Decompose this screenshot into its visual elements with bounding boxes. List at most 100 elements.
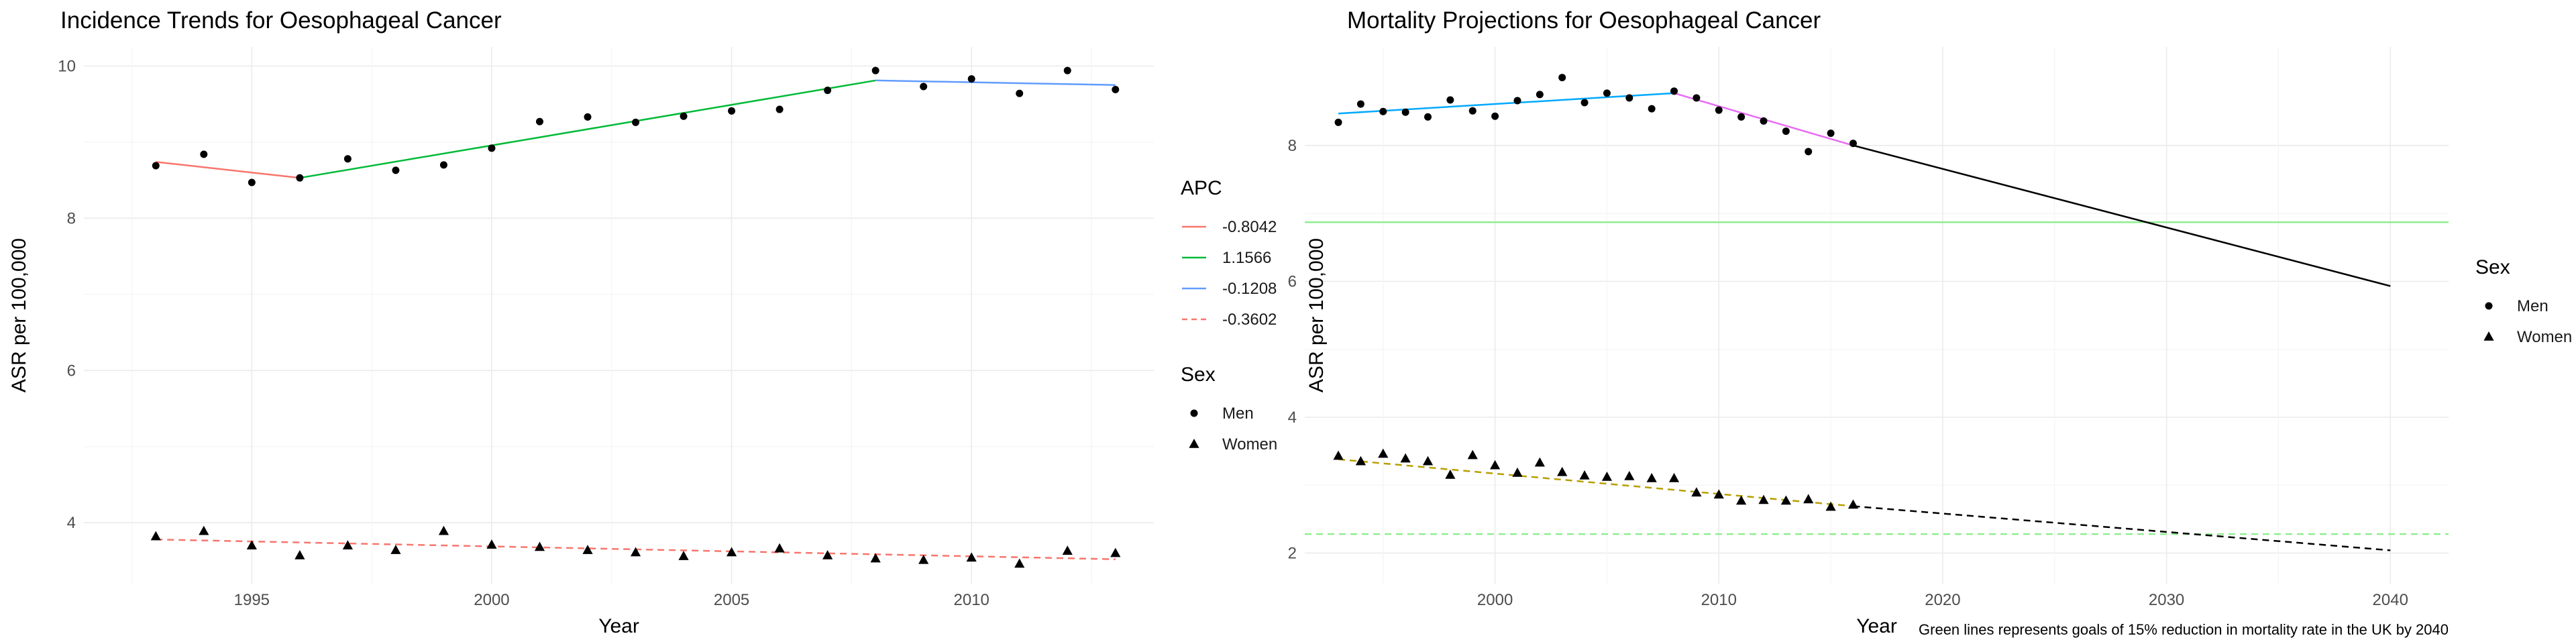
data-point-men — [1424, 113, 1432, 121]
legend-apc: APC -0.8042 1.1566 -0.1208 -0.3602 — [1181, 177, 1277, 329]
data-point-women — [870, 553, 881, 563]
x-tick-label: 2040 — [2373, 591, 2408, 609]
chart-title: Mortality Projections for Oesophageal Ca… — [1347, 7, 1821, 34]
legend-label: -0.1208 — [1222, 280, 1277, 298]
series-women — [1333, 448, 1859, 511]
data-point-men — [1334, 118, 1342, 126]
data-point-men — [967, 75, 975, 83]
data-point-men — [1063, 66, 1071, 74]
data-point-men — [1827, 129, 1835, 138]
x-tick-label: 2000 — [474, 591, 509, 609]
data-point-women — [678, 551, 689, 560]
legend-title: Sex — [1181, 364, 1216, 386]
mortality-chart: 2 4 6 8 2000 2010 2020 2030 2040 Mortality Projec… — [1288, 7, 2573, 638]
trend-line — [156, 161, 300, 179]
data-point-men — [248, 178, 256, 186]
x-tick-label: 2010 — [1701, 591, 1737, 609]
data-point-women — [534, 541, 545, 551]
trend-line — [1853, 505, 2391, 551]
data-point-men — [1379, 107, 1387, 115]
y-tick-label: 4 — [1288, 409, 1297, 427]
data-point-women — [966, 552, 977, 562]
data-point-women — [1534, 457, 1545, 467]
data-point-men — [632, 118, 640, 126]
data-point-men — [1536, 91, 1544, 99]
data-point-women — [1668, 473, 1680, 482]
series-men — [1334, 74, 1857, 156]
data-point-women — [1014, 558, 1025, 568]
data-point-women — [199, 525, 209, 535]
data-point-women — [1512, 467, 1523, 477]
legend-title: Sex — [2475, 256, 2510, 278]
data-point-men — [296, 174, 304, 182]
data-point-men — [439, 161, 447, 169]
data-point-men — [1446, 96, 1454, 104]
legend-label: Women — [2517, 328, 2572, 346]
data-point-women — [1490, 460, 1501, 470]
x-axis-title: Year — [1856, 615, 1897, 637]
series-men — [152, 66, 1120, 186]
data-point-women — [1355, 455, 1366, 466]
y-tick-label: 6 — [67, 362, 76, 380]
data-point-women — [1803, 494, 1814, 504]
data-point-men — [871, 66, 879, 74]
y-tick-label: 8 — [67, 209, 76, 227]
data-point-men — [1737, 113, 1746, 121]
data-point-men — [1782, 127, 1790, 136]
legend-label: 1.1566 — [1222, 249, 1271, 267]
chart-title: Incidence Trends for Oesophageal Cancer — [60, 7, 502, 34]
data-point-women — [1758, 494, 1769, 504]
data-point-men — [1016, 89, 1024, 97]
data-point-men — [1760, 117, 1768, 125]
trend-line — [299, 79, 876, 179]
data-point-men — [200, 150, 208, 158]
data-point-men — [1603, 89, 1611, 97]
data-point-men — [1558, 74, 1566, 82]
data-point-women — [1780, 495, 1791, 505]
data-point-women — [1713, 489, 1724, 499]
legend-label: Men — [1222, 405, 1254, 423]
data-point-women — [1624, 471, 1635, 480]
y-tick-label: 4 — [67, 514, 76, 532]
legend-key-circle — [2485, 302, 2493, 310]
data-point-women — [1847, 499, 1859, 509]
data-point-men — [152, 162, 160, 170]
data-point-men — [488, 144, 496, 152]
legend-label: Men — [2517, 297, 2548, 315]
data-point-men — [1805, 148, 1813, 156]
grid — [1305, 47, 2449, 584]
data-point-men — [1401, 108, 1409, 116]
trend-line — [1338, 458, 1854, 507]
data-point-women — [438, 525, 449, 535]
data-point-women — [1557, 466, 1568, 476]
data-point-women — [1378, 448, 1389, 458]
data-point-men — [1625, 94, 1633, 102]
x-tick-label: 2010 — [954, 591, 989, 609]
data-point-men — [1356, 100, 1364, 108]
data-point-women — [486, 539, 497, 549]
series-women — [150, 525, 1121, 568]
x-tick-label: 2005 — [714, 591, 749, 609]
data-point-men — [1491, 112, 1499, 120]
data-point-women — [774, 543, 785, 553]
x-tick-label: 2000 — [1477, 591, 1513, 609]
y-tick-label: 8 — [1288, 137, 1297, 155]
data-point-men — [920, 83, 928, 91]
trend-line — [875, 79, 1116, 86]
y-axis-title: ASR per 100,000 — [8, 238, 30, 392]
data-point-men — [1648, 105, 1656, 113]
data-point-women — [342, 540, 353, 550]
y-tick-label: 6 — [1288, 272, 1297, 290]
data-point-women — [918, 554, 929, 564]
data-point-women — [1422, 455, 1434, 466]
data-point-men — [1849, 140, 1857, 148]
grid — [84, 47, 1154, 584]
data-point-men — [1715, 106, 1723, 114]
data-point-men — [728, 107, 736, 115]
data-point-men — [392, 166, 400, 174]
x-tick-label: 2020 — [1925, 591, 1960, 609]
data-point-women — [1825, 501, 1836, 511]
legend-label: Women — [1222, 435, 1277, 453]
legend-key-triangle — [2483, 331, 2494, 341]
